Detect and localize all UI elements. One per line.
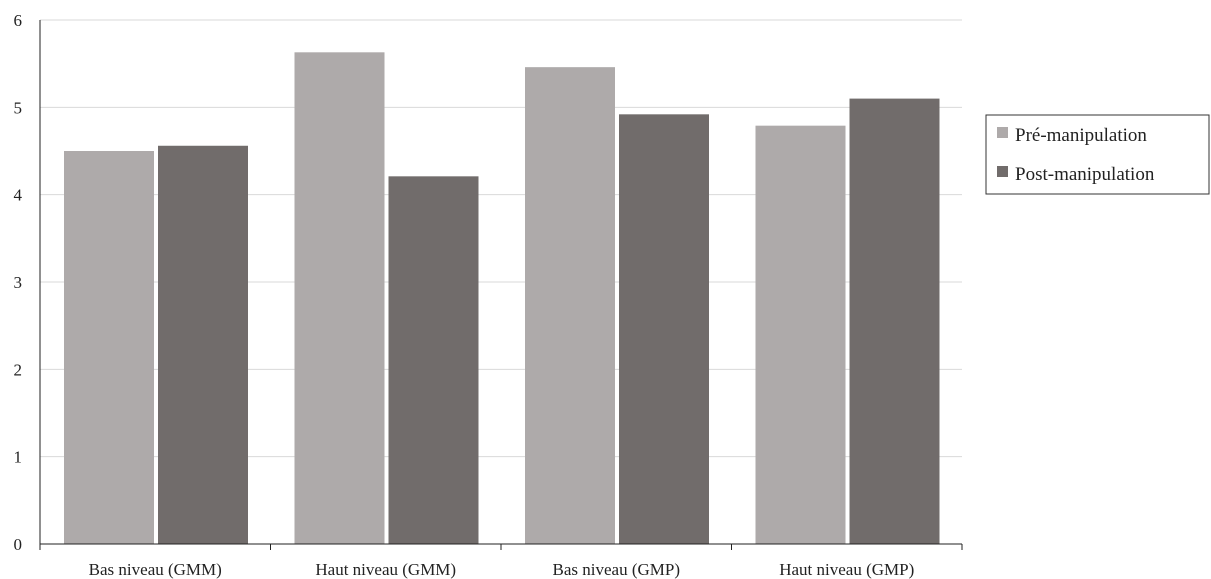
y-tick-label: 1 bbox=[14, 448, 23, 467]
x-tick-label: Bas niveau (GMP) bbox=[553, 560, 680, 579]
bars bbox=[64, 52, 940, 545]
legend: Pré-manipulation Post-manipulation bbox=[985, 114, 1210, 195]
axes bbox=[39, 20, 963, 550]
bar-post-3 bbox=[849, 98, 940, 544]
bar-post-1 bbox=[388, 176, 479, 544]
legend-box bbox=[985, 114, 1210, 195]
legend-label-pre: Pré-manipulation bbox=[1015, 125, 1147, 146]
legend-swatch-pre bbox=[997, 127, 1008, 138]
x-tick-label: Haut niveau (GMP) bbox=[779, 560, 914, 579]
bar-pre-3 bbox=[755, 125, 846, 544]
y-tick-label: 5 bbox=[14, 98, 23, 117]
y-tick-label: 2 bbox=[14, 360, 23, 379]
x-tick-label: Haut niveau (GMM) bbox=[315, 560, 456, 579]
y-tick-label: 0 bbox=[14, 535, 23, 554]
y-tick-labels: 0 1 2 3 4 5 6 bbox=[14, 11, 23, 554]
bar-pre-1 bbox=[294, 52, 385, 545]
bar-pre-0 bbox=[64, 151, 154, 544]
legend-swatch-post bbox=[997, 166, 1008, 177]
x-tick-label: Bas niveau (GMM) bbox=[89, 560, 222, 579]
x-tick-labels: Bas niveau (GMM) Haut niveau (GMM) Bas niv… bbox=[89, 560, 915, 579]
bar-post-2 bbox=[619, 114, 709, 544]
y-tick-label: 3 bbox=[14, 273, 23, 292]
legend-label-post: Post-manipulation bbox=[1015, 164, 1155, 185]
bar-post-0 bbox=[158, 145, 248, 544]
y-tick-label: 6 bbox=[14, 11, 23, 30]
bar-pre-2 bbox=[525, 67, 615, 544]
y-tick-label: 4 bbox=[14, 186, 23, 205]
